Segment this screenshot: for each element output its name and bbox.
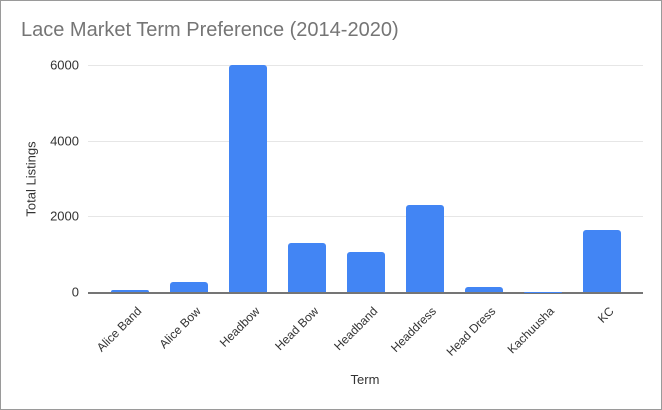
y-tick-label-2000: 2000 xyxy=(50,208,79,224)
x-tick-label-kc: KC xyxy=(594,304,617,326)
bar-slot-alice-band: Alice Band xyxy=(94,65,159,355)
x-axis-title: Term xyxy=(350,372,380,387)
bar-kc[interactable] xyxy=(582,229,621,292)
bar-slot-kachuusha: Kachuusha xyxy=(505,65,572,356)
bar-alice-bow[interactable] xyxy=(169,281,208,292)
gridline-6000 xyxy=(88,65,643,66)
bar-slot-headband: Headband xyxy=(331,65,395,353)
bar-slot-head-bow: Head Bow xyxy=(272,65,336,353)
x-tick-label-kachuusha: Kachuusha xyxy=(505,304,558,357)
gridline-4000 xyxy=(88,140,643,142)
bar-head-dress[interactable] xyxy=(464,287,503,292)
x-tick-label-head-bow: Head Bow xyxy=(272,304,322,354)
y-tick-label-6000: 6000 xyxy=(50,57,79,73)
bar-head-bow[interactable] xyxy=(287,242,326,292)
x-tick-label-headbow: Headbow xyxy=(216,304,263,350)
chart-title: Lace Market Term Preference (2014-2020) xyxy=(21,19,399,41)
bars-layer: Alice Band Alice Bow Headbow Head Bow Headba… xyxy=(88,65,643,359)
x-tick-label-alice-bow: Alice Bow xyxy=(156,304,204,352)
bar-headdress[interactable] xyxy=(405,204,444,292)
bar-alice-band[interactable] xyxy=(110,290,149,292)
x-tick-label-headdress: Headdress xyxy=(388,304,440,355)
bar-slot-headbow: Headbow xyxy=(217,65,277,350)
bar-headband[interactable] xyxy=(346,251,385,292)
x-tick-label-alice-band: Alice Band xyxy=(93,304,145,355)
bar-slot-head-dress: Head Dress xyxy=(444,65,513,359)
bar-slot-alice-bow: Alice Bow xyxy=(156,65,218,351)
y-tick-label-0: 0 xyxy=(71,284,79,300)
gridline-2000 xyxy=(88,216,643,218)
y-tick-label-4000: 4000 xyxy=(50,133,79,149)
bar-headbow[interactable] xyxy=(228,65,267,292)
bar-slot-headdress: Headdress xyxy=(389,65,454,355)
bar-slot-kc: KC xyxy=(572,65,631,326)
x-tick-label-headband: Headband xyxy=(331,304,381,354)
y-axis-title: Total Listings xyxy=(23,141,39,217)
plot-area: 0 2000 4000 6000 Alice Band Alice Bow Headbow… xyxy=(50,58,643,359)
x-tick-label-head-dress: Head Dress xyxy=(443,304,499,359)
